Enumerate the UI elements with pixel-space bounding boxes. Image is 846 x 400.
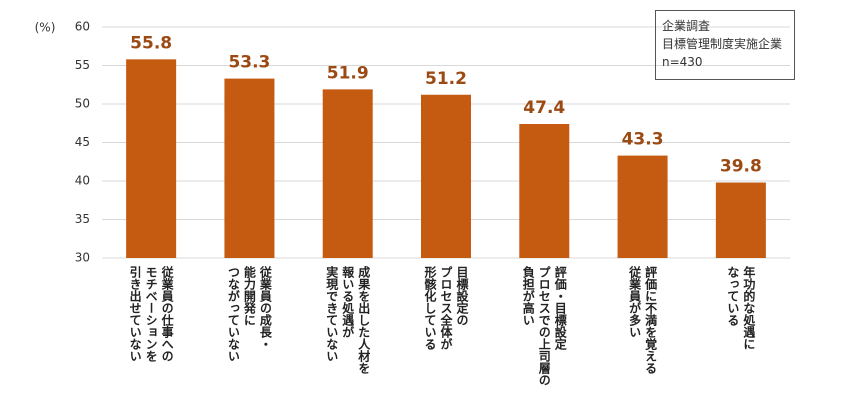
x-tick-label: 目標設定の プロセス全体が 形骸化している bbox=[423, 266, 469, 350]
value-label: 39.8 bbox=[720, 157, 762, 177]
bar bbox=[715, 182, 766, 258]
bar bbox=[224, 78, 275, 258]
annotation-line: 目標管理制度実施企業 bbox=[662, 37, 783, 51]
x-tick-label: 従業員の仕事への モチベーションを 引き出せていない bbox=[128, 266, 175, 362]
x-tick-label: 評価に不満を覚える 従業員が多い bbox=[627, 266, 658, 374]
bar bbox=[126, 59, 177, 259]
y-tick-label: 60 bbox=[75, 20, 90, 34]
bar bbox=[617, 155, 668, 258]
y-tick-label: 45 bbox=[75, 135, 90, 149]
annotation-line: 企業調査 bbox=[662, 19, 711, 33]
value-label: 43.3 bbox=[622, 130, 664, 150]
y-axis-label: (%) bbox=[35, 21, 56, 35]
bar bbox=[322, 89, 373, 259]
x-tick-label: 従業員の成長・ 能力開発に つながっていない bbox=[226, 266, 273, 362]
value-label: 55.8 bbox=[130, 33, 172, 53]
y-tick-label: 35 bbox=[75, 212, 90, 226]
y-tick-label: 30 bbox=[75, 251, 90, 265]
x-tick-label: 評価・目標設定 プロセスでの上司層の 負担が高い bbox=[521, 266, 568, 386]
x-tick-label: 年功的な処遇に なっている bbox=[725, 266, 756, 350]
value-label: 51.2 bbox=[425, 69, 467, 89]
x-tick-label: 成果を出した人材を 報いる処遇が 実現できていない bbox=[324, 266, 371, 374]
annotation-box: 企業調査目標管理制度実施企業 n=430 bbox=[655, 10, 795, 80]
y-tick-label: 40 bbox=[75, 174, 90, 188]
value-label: 51.9 bbox=[327, 63, 369, 83]
annotation-line: n=430 bbox=[662, 55, 703, 69]
y-tick-label: 55 bbox=[75, 58, 90, 72]
value-label: 47.4 bbox=[523, 98, 565, 118]
bar bbox=[519, 124, 570, 259]
bar bbox=[421, 94, 471, 258]
y-tick-label: 50 bbox=[75, 97, 90, 111]
value-label: 53.3 bbox=[228, 53, 270, 73]
